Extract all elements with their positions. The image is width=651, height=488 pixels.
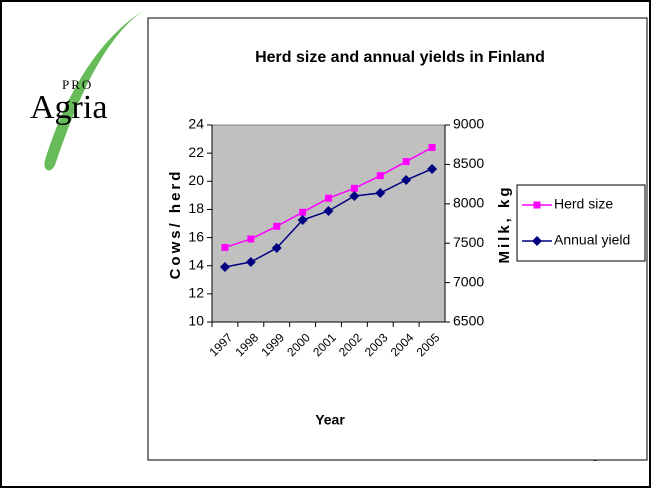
marker: [349, 190, 360, 201]
marker: [350, 184, 358, 192]
marker: [428, 144, 436, 152]
legend-label: Herd size: [554, 196, 613, 212]
y2-axis-label: Milk, kg: [496, 184, 513, 263]
marker: [219, 261, 230, 272]
y-axis-label: Cows/ herd: [167, 169, 184, 280]
marker: [325, 194, 332, 202]
logo-small: PRO: [62, 77, 93, 92]
y-tick-label: 24: [188, 116, 204, 132]
chart-title: Herd size and annual yields in Finland: [255, 49, 545, 66]
legend-label: Annual yield: [554, 232, 630, 248]
y2-tick-label: 7500: [453, 234, 484, 250]
y2-tick-label: 8500: [453, 155, 484, 171]
y-tick-label: 16: [188, 228, 204, 244]
y-tick-label: 20: [188, 172, 204, 188]
logo: PRO Agria: [30, 8, 148, 171]
y2-tick-label: 8000: [453, 195, 484, 211]
x-axis-label: Year: [315, 412, 345, 428]
legend-box: [516, 184, 646, 262]
y-tick-label: 14: [188, 256, 204, 272]
marker: [427, 163, 438, 174]
y2-tick-label: 7000: [453, 273, 484, 289]
marker: [376, 172, 384, 180]
marker: [323, 205, 334, 216]
marker: [375, 188, 386, 199]
marker: [273, 222, 281, 230]
marker: [533, 201, 541, 209]
y-tick-label: 22: [188, 144, 204, 160]
marker: [401, 175, 412, 186]
marker: [245, 257, 256, 268]
marker: [221, 243, 229, 251]
logo-name: Agria: [30, 89, 107, 126]
marker: [299, 208, 307, 216]
logo-swoosh: [44, 8, 148, 171]
y-tick-label: 18: [188, 200, 204, 216]
marker: [247, 235, 255, 243]
y-tick-label: 12: [188, 285, 204, 301]
plot-area: [211, 124, 446, 323]
marker: [402, 158, 410, 166]
marker: [271, 243, 282, 254]
marker: [297, 215, 308, 226]
y-tick-label: 10: [188, 313, 204, 329]
y2-tick-label: 6500: [453, 313, 484, 329]
marker: [532, 236, 542, 246]
y2-tick-label: 9000: [453, 116, 484, 132]
